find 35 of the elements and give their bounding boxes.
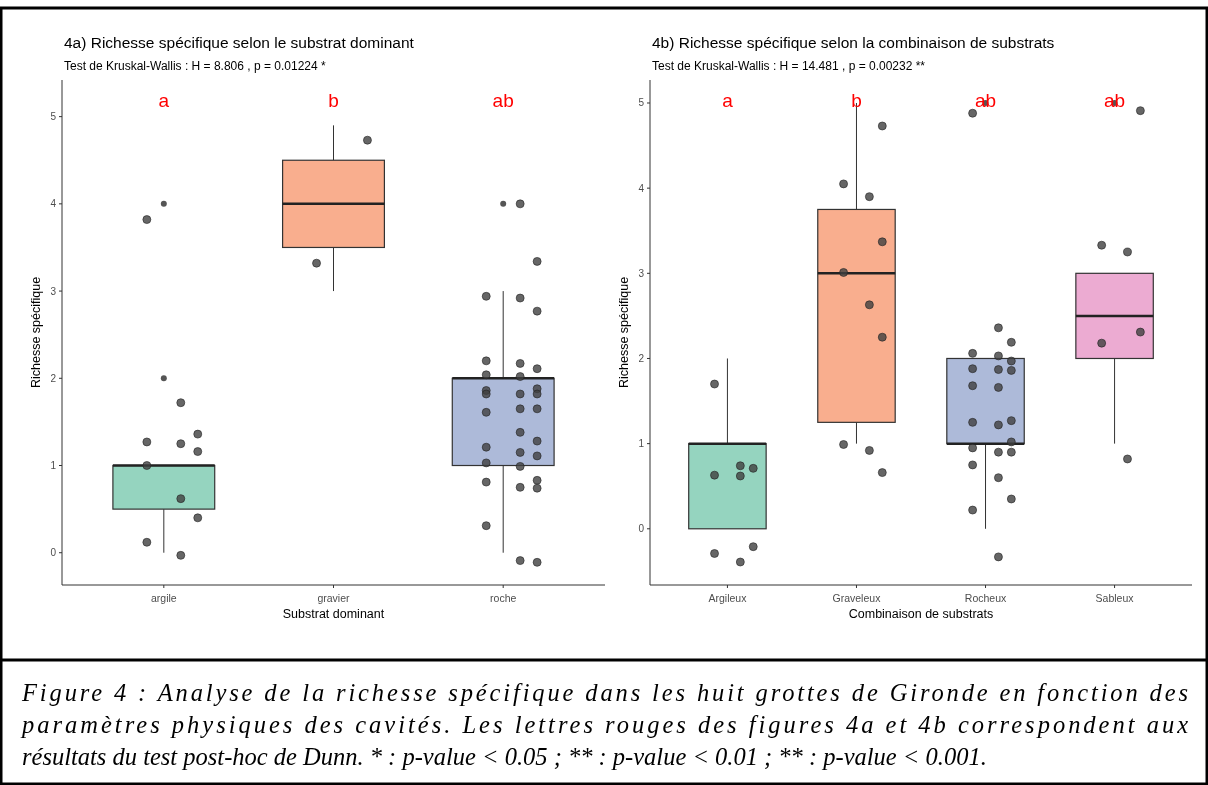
x-axis-title: Substrat dominant	[282, 607, 385, 621]
x-tick-label: Rocheux	[964, 592, 1007, 604]
y-tick-label: 4	[50, 198, 57, 210]
y-tick-label: 2	[638, 352, 645, 364]
annotation: b	[851, 90, 862, 111]
chart-title: 4a) Richesse spécifique selon le substrat dominant	[64, 34, 415, 51]
annotation: a	[158, 90, 170, 111]
y-tick-label: 4	[638, 182, 645, 194]
x-tick-label: Graveleux	[832, 592, 882, 604]
annotation: ab	[1104, 90, 1126, 111]
x-tick-label: Sableux	[1095, 592, 1135, 604]
y-axis-title: Richesse spécifique	[617, 276, 631, 389]
chart-title: 4b) Richesse spécifique selon la combinaison de substrats	[652, 34, 1055, 51]
caption: Figure 4 : Analyse de la richesse spécifique dans les huit grottes de Gironde en fonction des paramètres physiques des cavités. Les lettres rouges des figures 4a et 4b correspondent aux résultats du test post-hoc de Dunn. * : p-value < 0.05 ; ** : p-value < 0.01 ; ** : p-value < 0.001.	[20, 679, 1189, 770]
annotation: ab	[974, 90, 997, 111]
chart-subtitle: Test de Kruskal-Wallis : H = 8.806 , p = 0.01224 *	[64, 59, 327, 73]
y-tick-label: 3	[50, 285, 57, 297]
x-axis-title: Combinaison de substrats	[848, 607, 994, 621]
x-tick-label: roche	[490, 592, 517, 604]
x-tick-label: argile	[150, 592, 177, 604]
annotation: a	[722, 90, 734, 111]
y-tick-label: 0	[50, 547, 57, 559]
annotation: ab	[492, 90, 514, 111]
x-tick-label: Argileux	[708, 592, 748, 604]
annotation: b	[328, 90, 339, 111]
y-tick-label: 0	[638, 523, 645, 535]
y-tick-label: 5	[638, 97, 645, 109]
y-tick-label: 1	[50, 460, 57, 472]
chart-subtitle: Test de Kruskal-Wallis : H = 14.481 , p = 0.00232 **	[652, 59, 926, 73]
y-tick-label: 5	[50, 111, 57, 123]
y-tick-label: 3	[638, 267, 645, 279]
x-tick-label: gravier	[317, 592, 351, 604]
y-tick-label: 1	[638, 438, 645, 450]
y-axis-title: Richesse spécifique	[29, 276, 43, 389]
y-tick-label: 2	[50, 372, 57, 384]
